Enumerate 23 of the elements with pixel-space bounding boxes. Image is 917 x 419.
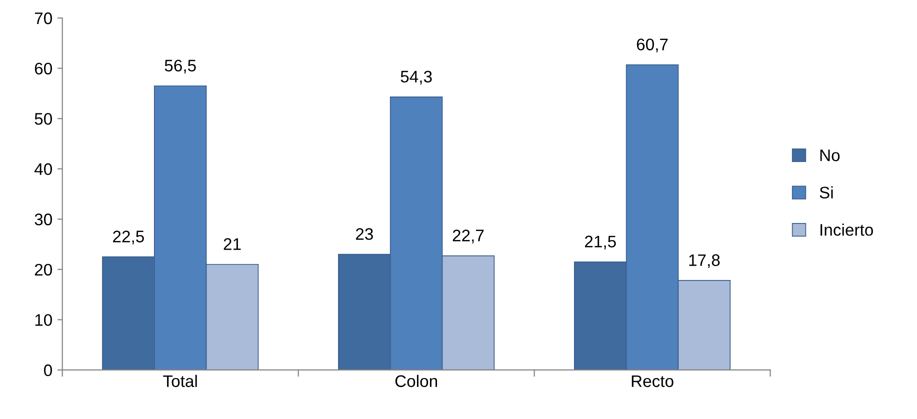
- data-label: 21: [224, 238, 241, 250]
- data-label: 56,5: [164, 60, 196, 74]
- data-label: 21,5: [585, 236, 616, 250]
- y-tick-label: 60: [34, 62, 52, 74]
- data-label: 23: [356, 228, 373, 240]
- x-tick-label: Total: [163, 374, 197, 388]
- x-tick-label: Recto: [632, 375, 674, 388]
- y-tick-label: 10: [35, 314, 52, 326]
- y-tick-label: 0: [44, 364, 52, 376]
- legend-label: Incierto: [820, 224, 873, 236]
- data-label: 54,3: [400, 70, 432, 85]
- y-tick-label: 70: [34, 12, 52, 24]
- y-tick-label: 20: [34, 264, 52, 276]
- y-tick-label: 30: [34, 214, 52, 226]
- data-label: 17,8: [689, 254, 720, 268]
- x-tick-label: Colon: [395, 374, 438, 388]
- legend-label: No: [820, 150, 840, 162]
- data-label: 60,7: [636, 38, 668, 52]
- data-label: 22,7: [452, 230, 484, 244]
- data-label: 22,5: [113, 230, 144, 244]
- y-tick-label: 40: [34, 163, 52, 176]
- y-tick-label: 50: [34, 112, 52, 125]
- legend-label: Si: [820, 186, 833, 199]
